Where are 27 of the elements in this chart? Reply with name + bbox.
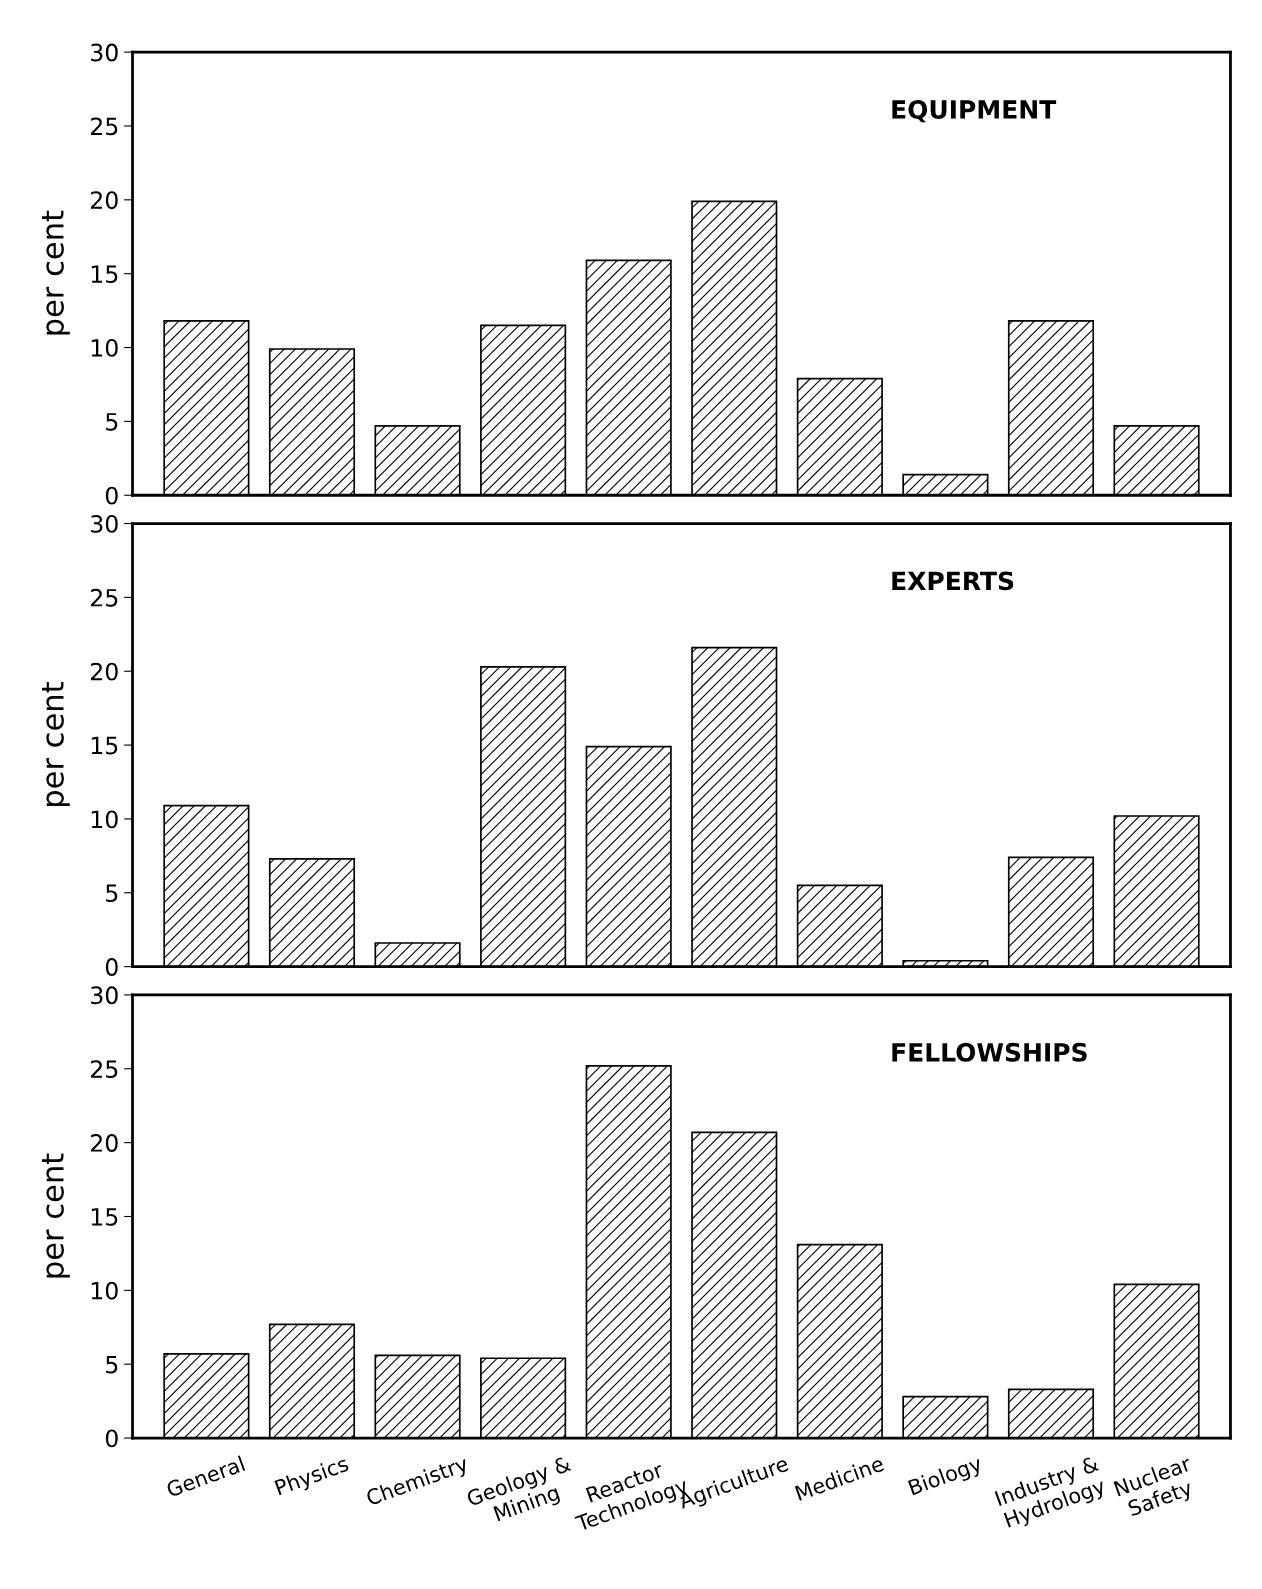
y-tick-label: 30 [91,43,118,62]
y-tick-label: 20 [91,191,118,210]
y-tick-label: 15 [91,1208,118,1226]
y-tick-label: 20 [91,1134,118,1152]
text: EXPERTS [892,571,1014,591]
y-tick-label: 5 [106,1355,118,1374]
y-tick-label: 0 [105,1429,118,1448]
y-tick-label: 15 [91,736,118,755]
y-tick-label: 5 [106,413,118,431]
y-tick-label: 25 [91,588,118,607]
text: FELLOWSHIPS [892,1042,1087,1062]
y-tick-label: 0 [105,958,118,976]
y-tick-label: 25 [91,1060,118,1079]
y-tick-label: 5 [106,884,118,903]
y-tick-label: 0 [105,486,118,505]
y-tick-label: 10 [91,1281,118,1300]
y-tick-label: 10 [91,810,118,829]
y-axis-title: per cent [42,1153,70,1278]
y-tick-label: 20 [91,662,118,681]
y-tick-label: 30 [91,986,118,1005]
y-tick-label: 25 [91,117,118,136]
y-axis-title: per cent [42,210,70,335]
y-axis-title: per cent [42,682,70,807]
text: EQUIPMENT [892,100,1057,123]
y-tick-label: 15 [91,265,118,283]
y-tick-label: 30 [91,514,118,533]
y-tick-label: 10 [91,338,118,357]
